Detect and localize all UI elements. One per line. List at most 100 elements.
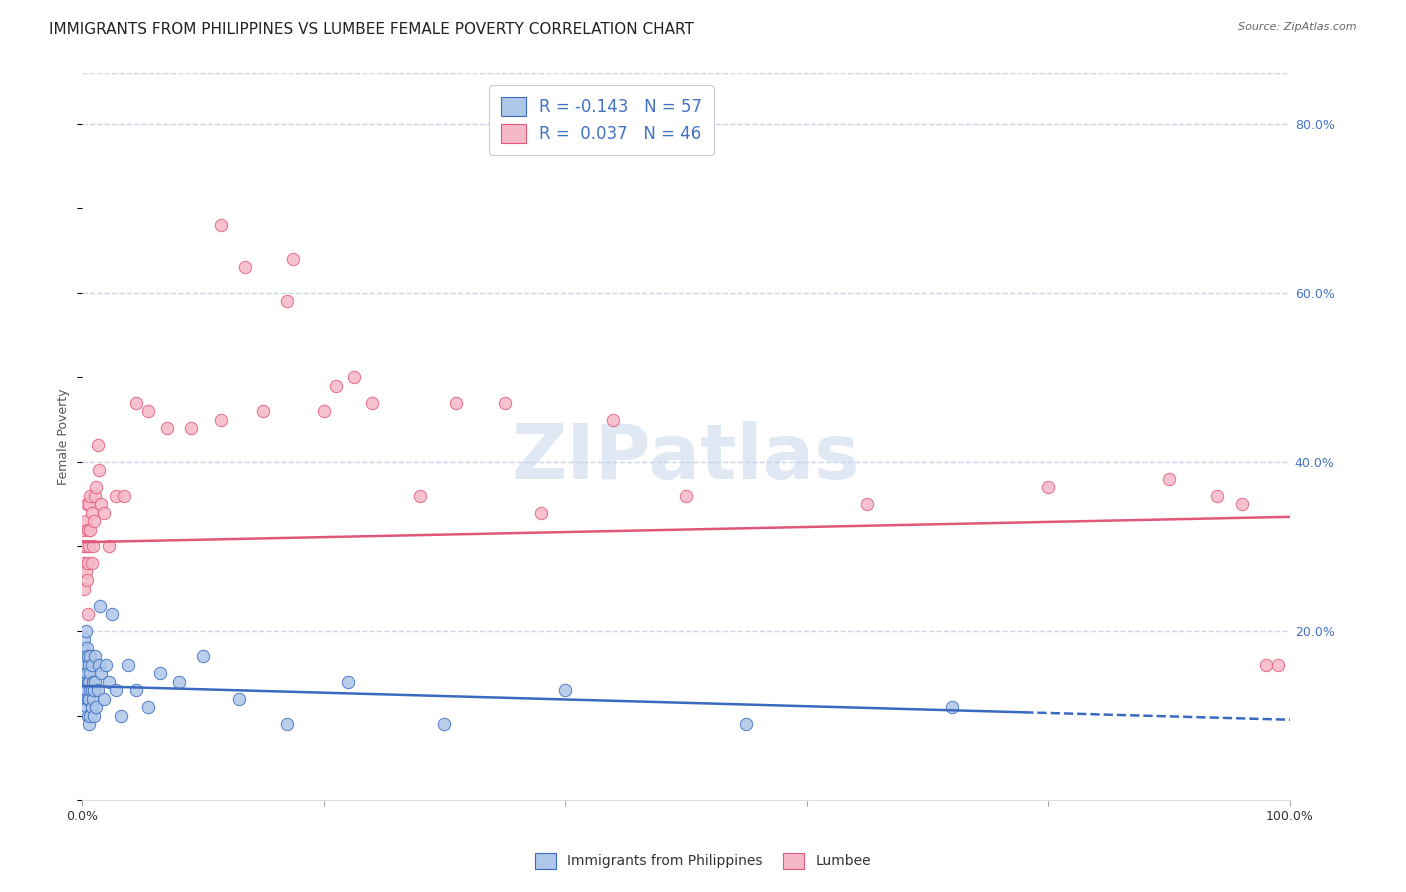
Point <box>75 691 97 706</box>
Point <box>77 649 100 664</box>
Point <box>209 412 232 426</box>
Point <box>343 370 366 384</box>
Point <box>209 218 232 232</box>
Legend: R = -0.143   N = 57, R =  0.037   N = 46: R = -0.143 N = 57, R = 0.037 N = 46 <box>489 85 714 155</box>
Point <box>77 607 100 621</box>
Point <box>86 480 108 494</box>
Point <box>149 666 172 681</box>
Point <box>77 523 100 537</box>
Point <box>76 666 98 681</box>
Point <box>82 540 104 554</box>
Point <box>93 506 115 520</box>
Point <box>76 640 98 655</box>
Point <box>77 691 100 706</box>
Point <box>104 489 127 503</box>
Point <box>77 657 100 672</box>
Point <box>276 294 298 309</box>
Point <box>75 514 97 528</box>
Point <box>77 557 100 571</box>
Text: Source: ZipAtlas.com: Source: ZipAtlas.com <box>1239 22 1357 32</box>
Point <box>112 489 135 503</box>
Point <box>97 540 120 554</box>
Point <box>276 717 298 731</box>
Point <box>79 523 101 537</box>
Point <box>76 497 98 511</box>
Point <box>83 683 105 698</box>
Point <box>110 708 132 723</box>
Point <box>75 565 97 579</box>
Point <box>675 489 697 503</box>
Point <box>233 260 256 275</box>
Point <box>79 708 101 723</box>
Point <box>77 674 100 689</box>
Point <box>325 379 347 393</box>
Point <box>77 691 100 706</box>
Point <box>90 497 112 511</box>
Point <box>125 395 148 409</box>
Point <box>167 674 190 689</box>
Point <box>80 657 103 672</box>
Point <box>73 657 96 672</box>
Point <box>72 540 94 554</box>
Point <box>75 649 97 664</box>
Point <box>155 421 177 435</box>
Point <box>602 412 624 426</box>
Point <box>228 691 250 706</box>
Point <box>941 700 963 714</box>
Point <box>86 683 108 698</box>
Point <box>312 404 335 418</box>
Point <box>336 674 359 689</box>
Point <box>125 683 148 698</box>
Point <box>1267 657 1289 672</box>
Point <box>494 395 516 409</box>
Point <box>76 683 98 698</box>
Point <box>191 649 214 664</box>
Text: ZIPatlas: ZIPatlas <box>512 421 860 495</box>
Point <box>79 666 101 681</box>
Point <box>89 599 111 613</box>
Point <box>76 574 98 588</box>
Point <box>101 607 124 621</box>
Point <box>856 497 879 511</box>
Point <box>80 700 103 714</box>
Point <box>86 438 108 452</box>
Point <box>252 404 274 418</box>
Point <box>1254 657 1277 672</box>
Point <box>77 497 100 511</box>
Point <box>75 540 97 554</box>
Point <box>1206 489 1229 503</box>
Point <box>84 649 107 664</box>
Point <box>735 717 758 731</box>
Legend: Immigrants from Philippines, Lumbee: Immigrants from Philippines, Lumbee <box>530 847 876 874</box>
Point <box>77 540 100 554</box>
Point <box>77 708 100 723</box>
Point <box>83 708 105 723</box>
Point <box>73 557 96 571</box>
Point <box>79 683 101 698</box>
Point <box>73 582 96 596</box>
Point <box>80 506 103 520</box>
Point <box>73 674 96 689</box>
Point <box>87 463 110 477</box>
Point <box>117 657 139 672</box>
Point <box>530 506 553 520</box>
Point <box>1038 480 1060 494</box>
Point <box>82 674 104 689</box>
Point <box>138 700 160 714</box>
Point <box>84 489 107 503</box>
Point <box>360 395 382 409</box>
Point <box>75 666 97 681</box>
Point <box>97 674 120 689</box>
Point <box>1159 472 1181 486</box>
Point <box>554 683 576 698</box>
Point <box>79 489 101 503</box>
Text: IMMIGRANTS FROM PHILIPPINES VS LUMBEE FEMALE POVERTY CORRELATION CHART: IMMIGRANTS FROM PHILIPPINES VS LUMBEE FE… <box>49 22 695 37</box>
Point <box>72 523 94 537</box>
Point <box>180 421 202 435</box>
Point <box>80 557 103 571</box>
Point <box>87 657 110 672</box>
Point <box>72 640 94 655</box>
Point <box>86 700 108 714</box>
Point <box>73 632 96 647</box>
Point <box>446 395 468 409</box>
